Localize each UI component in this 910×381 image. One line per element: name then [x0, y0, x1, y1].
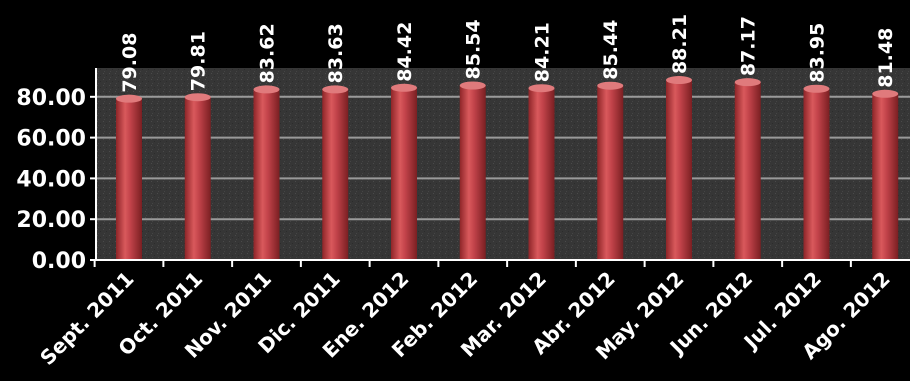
bar	[734, 82, 761, 260]
x-category-label: Sept. 2011	[35, 267, 138, 370]
data-label: 87.17	[738, 16, 760, 76]
data-label: 85.54	[463, 19, 485, 79]
bar-cap	[184, 93, 211, 102]
bar	[872, 93, 899, 261]
y-tick-label: 20.00	[16, 208, 86, 233]
y-tick-label: 60.00	[16, 127, 86, 152]
data-label: 84.42	[394, 22, 416, 82]
bar	[666, 80, 692, 260]
y-tick-label: 40.00	[16, 167, 86, 192]
data-label: 83.62	[257, 23, 279, 83]
bar-cap	[459, 81, 486, 90]
plot-area	[96, 68, 910, 260]
data-label: 83.63	[325, 23, 347, 83]
bar-cap	[322, 85, 349, 94]
bar	[803, 88, 830, 260]
axes: 0.00 20.00 40.00 60.00 80.00	[16, 68, 910, 274]
data-label: 84.21	[532, 22, 554, 82]
bar-cap	[803, 84, 830, 93]
data-label: 83.95	[807, 23, 829, 83]
bar-cap	[391, 83, 417, 92]
bar-cap	[734, 78, 761, 87]
bar-cap	[116, 94, 142, 103]
data-label: 81.48	[875, 28, 897, 88]
bar-cap	[872, 89, 899, 98]
bar	[528, 88, 555, 260]
data-label: 88.21	[669, 14, 691, 74]
data-label: 85.44	[600, 20, 622, 80]
data-label: 79.81	[188, 31, 210, 91]
bar	[116, 98, 142, 260]
bar	[184, 97, 211, 261]
y-tick-label: 80.00	[16, 86, 86, 111]
bar	[322, 89, 349, 260]
y-tick-label: 0.00	[32, 249, 86, 274]
bar-cap	[666, 76, 692, 85]
bars	[116, 76, 899, 261]
bar-cap	[528, 84, 555, 93]
bar-cap	[253, 85, 280, 94]
bar	[391, 87, 417, 260]
gridlines	[90, 95, 910, 261]
bar	[459, 85, 486, 260]
bar	[597, 85, 624, 261]
bar-cap	[597, 81, 624, 90]
data-label: 79.08	[119, 33, 141, 93]
bar	[253, 89, 280, 261]
